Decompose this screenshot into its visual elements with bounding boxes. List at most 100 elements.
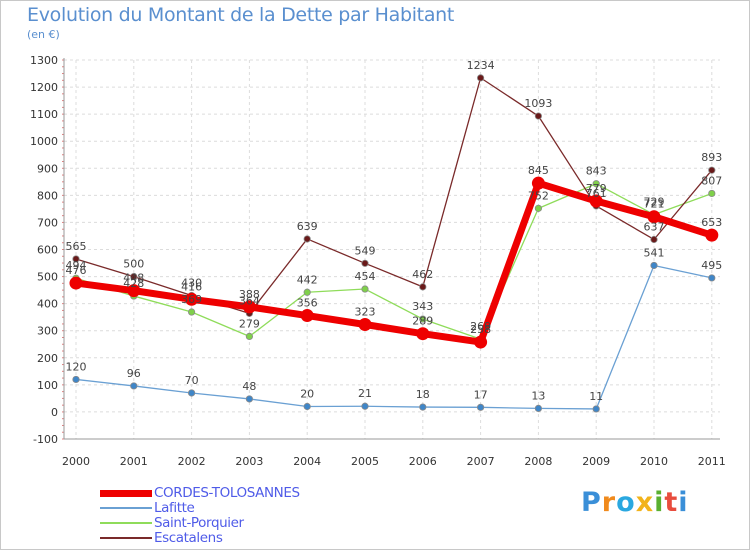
legend-label-cordes: CORDES-TOLOSANNES [154,485,300,501]
data-point-saint-porquier [708,189,716,198]
y-tick-label: 600 [37,244,58,257]
logo-letter: P [581,487,602,518]
chart-subtitle: (en €) [27,28,60,41]
y-tick-label: 900 [37,162,58,175]
data-label: 637 [644,220,665,233]
data-label: 17 [474,388,488,401]
y-tick-label: 400 [37,298,58,311]
data-label: 96 [127,367,141,380]
data-label: 258 [470,323,491,336]
data-point-lafitte [130,382,138,390]
data-point-cordes-tolosannes [589,194,603,208]
y-tick-label: 1100 [30,108,58,121]
data-label: 388 [239,288,260,301]
data-point-saint-porquier [592,180,600,188]
data-point-escatalens [476,74,485,82]
data-point-escatalens [361,259,369,267]
logo-letter: r [601,487,617,518]
data-point-saint-porquier [303,288,311,296]
data-label: 269 [470,320,491,333]
data-label: 721 [644,198,665,211]
data-point-cordes-tolosannes [69,276,83,290]
data-label: 442 [297,273,318,286]
x-tick-label: 2011 [698,455,726,468]
legend-swatch-lafitte [100,507,152,509]
data-label: 364 [239,294,260,307]
data-label: 476 [66,264,87,277]
data-label: 21 [358,387,372,400]
x-tick-label: 2004 [293,455,321,468]
data-point-escatalens [708,166,716,174]
data-point-escatalens [130,272,138,281]
y-tick-label: 800 [37,189,58,202]
data-label: 70 [185,374,199,387]
x-tick-label: 2008 [524,455,552,468]
data-label: 779 [586,182,607,195]
y-tick-label: 700 [37,216,58,229]
data-label: 428 [123,277,144,290]
data-point-lafitte [708,274,716,282]
data-label: 454 [355,270,376,283]
data-label: 448 [123,272,144,285]
data-label: 416 [181,280,202,293]
data-point-lafitte [650,261,658,270]
data-label: 279 [239,317,260,330]
data-point-cordes-tolosannes [647,210,661,224]
logo-letter: x [635,487,655,518]
data-label: 549 [355,244,376,257]
data-label: 289 [412,315,433,328]
data-point-lafitte [534,404,543,413]
x-tick-label: 2006 [409,455,437,468]
logo-letter: t [664,487,679,518]
data-point-cordes-tolosannes [358,317,372,331]
x-tick-label: 2003 [235,455,263,468]
y-tick-label: 500 [37,271,58,284]
x-tick-label: 2001 [120,455,148,468]
legend-swatch-saint-porquier [100,522,152,524]
data-label: 11 [589,390,603,403]
y-tick-label: 100 [37,379,58,392]
series-line-cordes-tolosannes [75,179,713,346]
data-point-lafitte [476,403,485,411]
data-label: 495 [701,259,722,272]
data-point-lafitte [72,375,80,384]
y-tick-label: 1300 [30,54,58,67]
x-tick-label: 2007 [467,455,495,468]
data-point-lafitte [592,405,600,413]
data-label: 369 [181,293,202,306]
y-tick-label: 300 [37,325,58,338]
proxiti-logo: Proxiti [581,487,689,518]
data-point-cordes-tolosannes [300,309,314,323]
data-label: 356 [297,297,318,310]
data-point-escatalens [72,255,80,263]
y-tick-label: 1000 [30,135,58,148]
logo-letter: o [616,487,636,518]
data-point-cordes-tolosannes [705,228,719,242]
data-point-cordes-tolosannes [242,300,256,314]
data-point-lafitte [188,389,196,397]
x-tick-label: 2009 [582,455,610,468]
data-label: 48 [242,380,256,393]
data-label: 13 [531,389,545,402]
data-label: 462 [412,268,433,281]
logo-letter: i [678,487,689,518]
x-tick-label: 2005 [351,455,379,468]
data-point-escatalens [419,283,427,291]
data-label: 343 [412,300,433,313]
data-label: 893 [701,151,722,164]
data-label: 565 [66,240,87,253]
data-label: 752 [528,189,549,202]
data-point-cordes-tolosannes [127,284,141,298]
y-tick-label: 1200 [30,81,58,94]
data-label: 20 [300,388,314,401]
x-tick-label: 2000 [62,455,90,468]
data-point-saint-porquier [245,332,253,340]
chart-title: Evolution du Montant de la Dette par Hab… [27,4,455,26]
data-label: 494 [66,259,87,272]
data-label: 843 [586,165,607,178]
legend-swatch-cordes [100,489,152,497]
x-tick-label: 2002 [178,455,206,468]
y-tick-label: 200 [37,352,58,365]
data-label: 1234 [467,59,495,72]
logo-letter: i [654,487,665,518]
